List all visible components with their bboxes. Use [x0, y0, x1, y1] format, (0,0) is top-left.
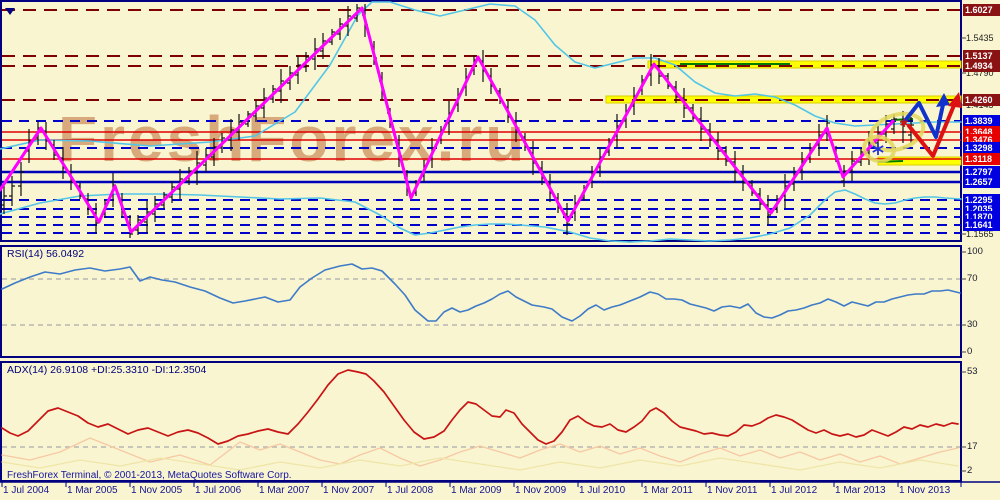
rsi-scale-label: 70 [967, 273, 978, 284]
date-label: 1 Jul 2008 [387, 485, 434, 496]
price-level-label: 1.3118 [963, 153, 1000, 165]
date-label: 1 Mar 2013 [835, 485, 886, 496]
date-label: 1 Jul 2004 [3, 485, 50, 496]
date-label: 1 Jul 2010 [579, 485, 626, 496]
date-label: 1 Mar 2007 [259, 485, 310, 496]
adx-scale-label: 17 [967, 441, 978, 452]
price-level-label: 1.2657 [963, 176, 1000, 188]
yellow-ellipse-annotation [862, 134, 896, 164]
price-level-label: 1.6027 [963, 4, 1000, 16]
date-label: 1 Mar 2009 [451, 485, 502, 496]
forecast-blue-zigzag-arrow [902, 98, 946, 139]
forecast-red-arrowhead [948, 92, 962, 108]
price-grid-label: 1.5435 [966, 33, 994, 43]
green-trend-segment [890, 118, 914, 121]
adx-line [1, 369, 959, 445]
price-level-label: 1.3839 [963, 115, 1000, 127]
price-level-label: 1.2797 [963, 166, 1000, 178]
price-level-label: 1.1641 [963, 219, 1000, 231]
rsi-scale-label: 0 [967, 346, 973, 357]
forecast-blue-arrowhead [936, 93, 950, 107]
rsi-scale-label: 100 [967, 246, 983, 257]
rsi-line [1, 263, 961, 322]
date-label: 1 Nov 2009 [515, 485, 567, 496]
bollinger-upper-band [0, 1, 962, 150]
price-level-label: 1.3298 [963, 142, 1000, 154]
date-label: 1 Nov 2007 [323, 485, 375, 496]
date-label: 1 Jul 2012 [771, 485, 818, 496]
date-label: 1 Nov 2005 [131, 485, 183, 496]
adx-scale-label: 53 [967, 366, 978, 377]
price-level-label: 1.4260 [963, 94, 1000, 106]
date-label: 1 Nov 2013 [899, 485, 951, 496]
adx-panel-title: ADX(14) 26.9108 +DI:25.3310 -DI:12.3504 [7, 364, 207, 376]
date-label: 1 Mar 2005 [67, 485, 118, 496]
date-label: 1 Jul 2006 [195, 485, 242, 496]
terminal-footer: FreshForex Terminal, © 2001-2013, MetaQu… [7, 470, 292, 481]
rsi-panel-title: RSI(14) 56.0492 [7, 248, 85, 260]
plus-di-line [1, 437, 959, 467]
price-level-label: 1.5137 [963, 50, 1000, 62]
adx-panel-border [0, 361, 962, 482]
blue-star-marker [872, 145, 884, 153]
rsi-scale-label: 30 [967, 319, 978, 330]
forecast-red-zigzag-arrow [907, 96, 959, 158]
yellow-highlight-band [647, 60, 962, 69]
price-level-label: 1.4934 [963, 60, 1000, 72]
minus-di-line [1, 457, 959, 471]
adx-scale-label: 2 [967, 465, 973, 476]
date-label: 1 Nov 2011 [707, 485, 758, 496]
anchor-triangle-icon [5, 8, 15, 15]
bollinger-lower-band [0, 189, 962, 243]
price-grid-label: 1.1565 [966, 229, 994, 239]
zigzag-swing-line [0, 6, 895, 234]
date-label: 1 Mar 2011 [643, 485, 693, 496]
price-grid-label: 1.4790 [966, 68, 994, 78]
rsi-panel-border [0, 245, 962, 358]
red-star-marker [900, 120, 908, 126]
yellow-ellipse-annotation [868, 111, 926, 153]
